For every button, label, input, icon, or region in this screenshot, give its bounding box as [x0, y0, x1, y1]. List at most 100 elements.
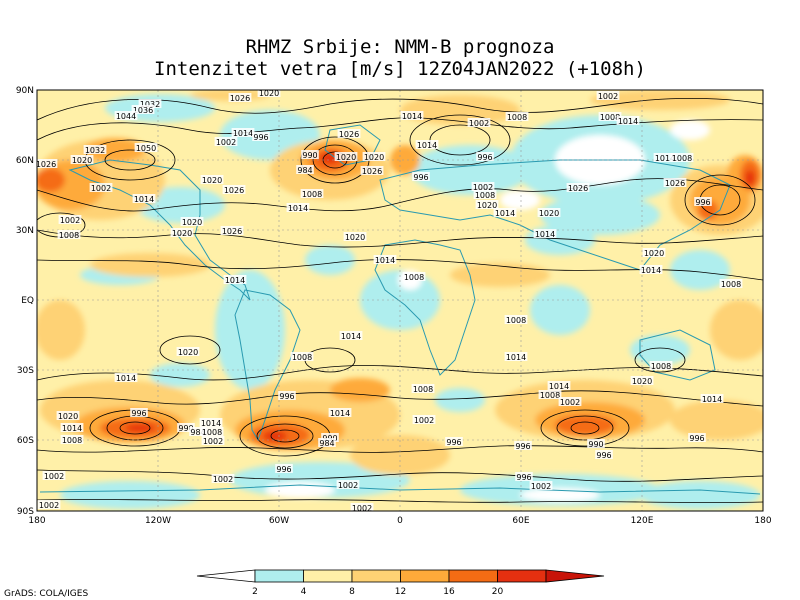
isobar-label: 1020: [632, 377, 652, 386]
isobar-label-bg: [339, 331, 363, 340]
isobar-label-bg: [199, 418, 223, 427]
isobar-label-bg: [301, 150, 319, 159]
isobar-label-bg: [42, 471, 66, 480]
isobar-label: 1014: [134, 195, 154, 204]
isobar-label-bg: [473, 190, 497, 199]
colorbar-tick-label: 20: [492, 587, 504, 597]
isobar-label-bg: [514, 441, 532, 450]
isobar-label-bg: [653, 153, 677, 162]
isobar-label: 1014: [402, 112, 422, 121]
isobar-label-bg: [595, 450, 613, 459]
isobar-label: 1002: [338, 481, 358, 490]
isobar-label: 1014: [702, 395, 722, 404]
lat-label: 90N: [16, 86, 34, 96]
isobar-label: 1008: [506, 316, 526, 325]
isobar-label-bg: [252, 132, 270, 141]
colorbar: 2 4 8 12 16 20: [196, 569, 605, 597]
isobar-label-bg: [60, 423, 84, 432]
isobar-label-bg: [300, 189, 324, 198]
isobar-label: 1008: [475, 191, 495, 200]
isobar-label: 1008: [302, 190, 322, 199]
colorbar-segment: [196, 569, 256, 583]
isobar-label: 996: [276, 465, 291, 474]
isobar-label-bg: [694, 197, 712, 206]
isobar-label-bg: [412, 415, 436, 424]
colorbar-segment: [448, 569, 498, 583]
isobar-label-bg: [415, 140, 439, 149]
isobar-label: 1020: [364, 153, 384, 162]
isobar-label-bg: [412, 172, 430, 181]
isobar-label-bg: [505, 112, 529, 121]
isobar-label: 1020: [644, 249, 664, 258]
isobar-label-bg: [467, 118, 491, 127]
isobar-label-bg: [286, 203, 310, 212]
isobar-label: 1008: [540, 391, 560, 400]
isobar-label-bg: [37, 500, 61, 509]
lat-label: 30S: [17, 366, 34, 376]
isobar-label-bg: [663, 178, 687, 187]
isobar-label: 1002: [560, 398, 580, 407]
isobar-label-bg: [131, 105, 155, 114]
isobar-labels: 1032103610441026102010141002996990984102…: [36, 90, 743, 513]
isobar-label: 1008: [202, 428, 222, 437]
isobar-label-bg: [130, 408, 148, 417]
isobar-label-bg: [538, 390, 562, 399]
isobar-label: 1014: [375, 256, 395, 265]
colorbar-tick-label: 4: [301, 587, 307, 597]
isobar-label: 996: [477, 153, 492, 162]
isobar-label-bg: [515, 472, 533, 481]
isobar-label-bg: [296, 165, 314, 174]
isobar-label-bg: [411, 384, 435, 393]
isobar-label: 1008: [62, 436, 82, 445]
isobar-label-bg: [201, 436, 225, 445]
isobar-label: 1002: [473, 183, 493, 192]
isobar-label-bg: [471, 182, 495, 191]
isobar-label-bg: [257, 90, 281, 97]
isobar-label-bg: [177, 423, 195, 432]
colorbar-tick-label: 16: [443, 587, 455, 597]
isobar-label-bg: [57, 230, 81, 239]
isobar-label-bg: [278, 391, 296, 400]
isobar-label: 1020: [178, 348, 198, 357]
isobar-label: 1008: [59, 231, 79, 240]
isobar-label: 1008: [404, 273, 424, 282]
lon-label: 120W: [145, 516, 171, 526]
isobar-label: 1026: [36, 160, 56, 169]
lon-label: 180: [28, 516, 45, 526]
lat-label: 60S: [17, 436, 34, 446]
isobar-label-bg: [700, 394, 724, 403]
isobar-label-bg: [630, 376, 654, 385]
isobar-label-bg: [180, 217, 204, 226]
isobar-label: 1002: [352, 504, 372, 513]
isobar-label-bg: [596, 91, 620, 100]
isobar-label: 1020: [477, 201, 497, 210]
isobar-label-bg: [214, 137, 238, 146]
isobar-label-bg: [189, 427, 207, 436]
colorbar-tick-label: 2: [252, 587, 258, 597]
isobar-label: 1008: [672, 154, 692, 163]
isobar-label-bg: [114, 111, 138, 120]
isobar-label-bg: [138, 99, 162, 108]
isobar-label-bg: [373, 255, 397, 264]
lon-label: 60E: [512, 516, 529, 526]
colorbar-segment: [400, 569, 450, 583]
isobar-label-bg: [318, 438, 336, 447]
isobar-label: 1014: [549, 382, 569, 391]
isobar-label: 996: [253, 133, 268, 142]
isobar-label: 1014: [506, 353, 526, 362]
isobar-label: 1026: [665, 179, 685, 188]
lat-label: 90S: [17, 507, 34, 517]
isobar-label-bg: [639, 265, 663, 274]
isobar-label-bg: [228, 93, 252, 102]
isobar-label-bg: [134, 143, 158, 152]
isobar-label-bg: [132, 194, 156, 203]
isobar-label: 1008: [507, 113, 527, 122]
isobar-label-bg: [336, 480, 360, 489]
lon-label: 120E: [631, 516, 654, 526]
isobar-label: 1050: [136, 144, 156, 153]
isobar-label-bg: [719, 279, 743, 288]
isobar-label: 1014: [330, 409, 350, 418]
colorbar-tick-label: 8: [349, 587, 355, 597]
isobar-label: 1002: [414, 416, 434, 425]
isobar-label: 990: [588, 440, 603, 449]
